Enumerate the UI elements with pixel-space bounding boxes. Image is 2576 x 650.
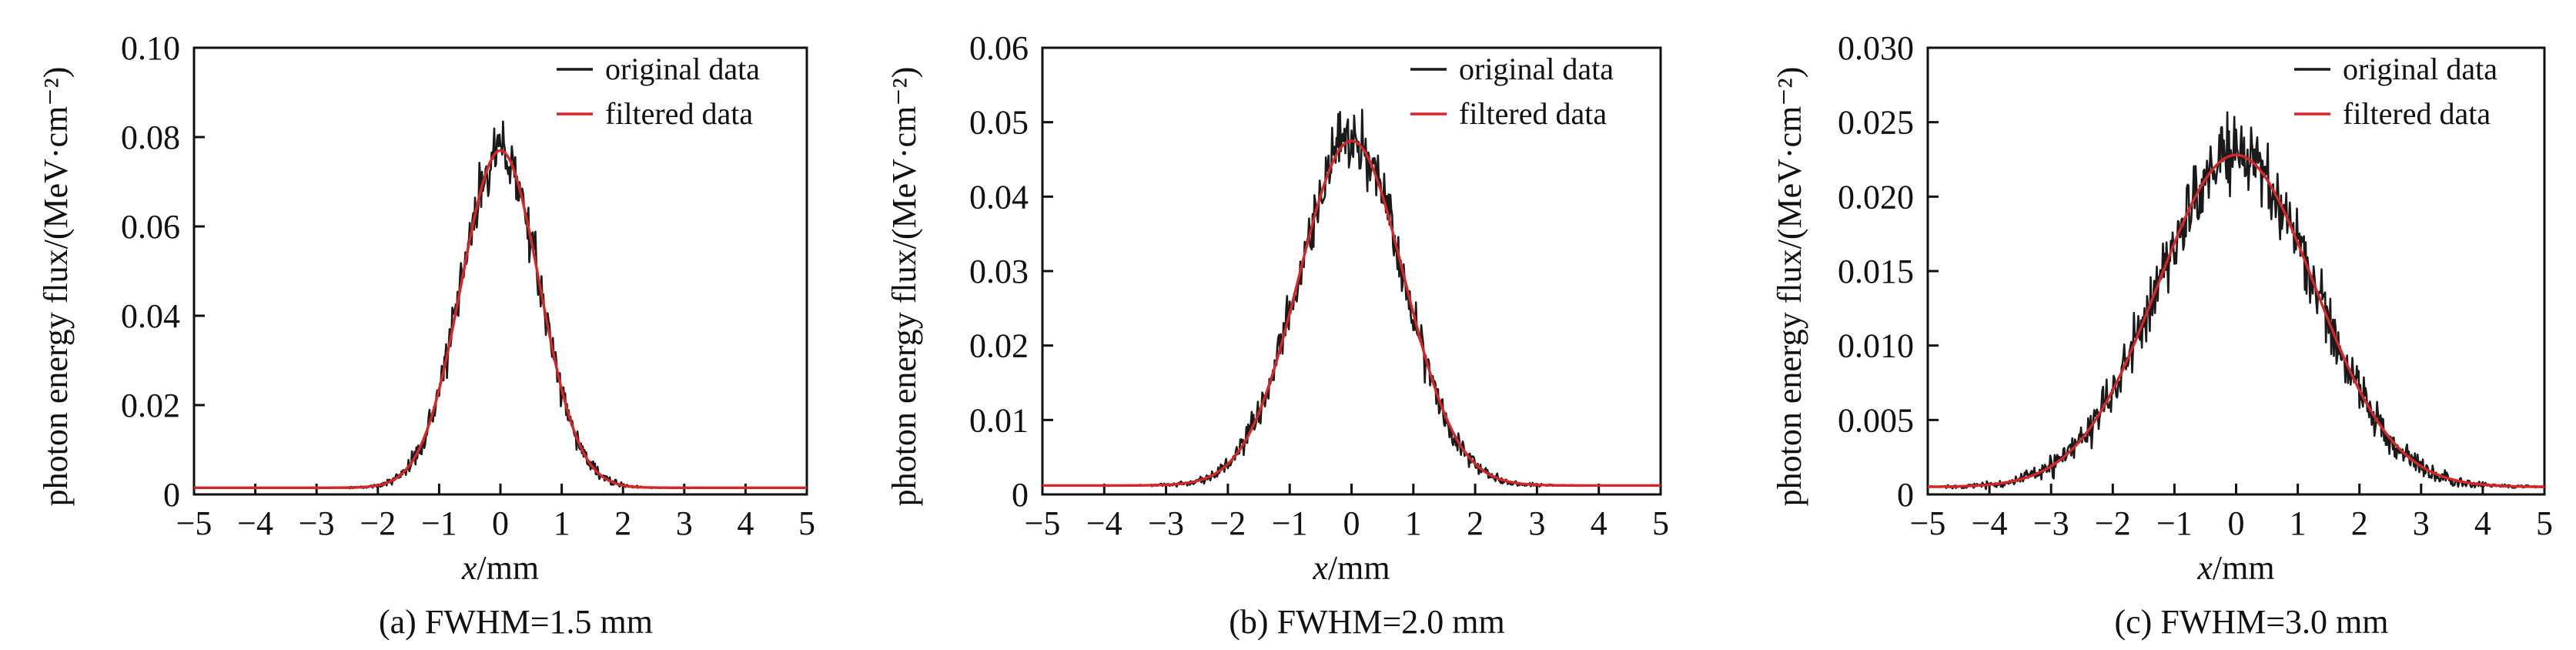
x-tick-label: 5 (1652, 504, 1669, 542)
y-tick-label: 0.06 (969, 29, 1029, 67)
legend-label: filtered data (2343, 96, 2491, 131)
y-tick-label: 0.02 (969, 327, 1029, 365)
series-line-filtered-data (1928, 153, 2544, 488)
x-axis-title: x/mm (461, 549, 539, 587)
y-tick-label: 0.01 (969, 401, 1029, 439)
x-tick-label: 4 (2474, 504, 2491, 542)
x-tick-label: 2 (614, 504, 631, 542)
legend-label: original data (605, 52, 760, 86)
y-tick-label: 0 (163, 476, 180, 514)
legend-label: filtered data (605, 96, 753, 131)
panel-caption: (a) FWHM=1.5 mm (379, 603, 653, 641)
chart-panel-2: −5 −4 −3 −2 −1 0 1 2 3 4 5 0 0.01 0.02 0.03 0.04 0.05 0.0… (885, 29, 1669, 641)
panel-caption: (c) FWHM=3.0 mm (2115, 603, 2389, 641)
y-tick-label: 0.03 (969, 253, 1029, 290)
y-axis-title: photon energy flux/(MeV·cm⁻²) (1771, 67, 1808, 507)
x-tick-label: −3 (2033, 504, 2069, 542)
x-tick-label: −4 (1972, 504, 2008, 542)
y-axis-title: photon energy flux/(MeV·cm⁻²) (37, 67, 75, 507)
legend-label: original data (2343, 52, 2497, 86)
panel-caption: (b) FWHM=2.0 mm (1229, 603, 1504, 641)
x-tick-label: 0 (1343, 504, 1360, 542)
x-tick-label: 1 (554, 504, 570, 542)
x-tick-label: −2 (2095, 504, 2131, 542)
chart-panel-3: −5 −4 −3 −2 −1 0 1 2 3 4 5 0 0.005 0.010 0.015 0.020 0.0… (1771, 29, 2553, 641)
y-tick-label: 0.015 (1838, 253, 1914, 290)
x-tick-label: −1 (421, 504, 457, 542)
y-tick-label: 0 (1897, 476, 1914, 514)
x-tick-label: 1 (2290, 504, 2307, 542)
y-tick-label: 0.06 (121, 208, 180, 246)
y-tick-label: 0.02 (121, 387, 180, 424)
y-tick-label: 0.04 (969, 178, 1029, 216)
legend-label: original data (1459, 52, 1614, 86)
y-axis-title: photon energy flux/(MeV·cm⁻²) (885, 67, 923, 507)
x-tick-label: 5 (798, 504, 815, 542)
x-tick-label: −5 (1910, 504, 1946, 542)
y-tick-label: 0.010 (1838, 327, 1914, 365)
y-tick-label: 0.08 (121, 119, 180, 156)
x-axis-title: x/mm (2196, 549, 2274, 587)
x-tick-label: −2 (360, 504, 396, 542)
x-tick-label: 2 (1467, 504, 1484, 542)
x-tick-label: 4 (737, 504, 754, 542)
x-tick-label: 3 (676, 504, 693, 542)
series-line-original-data (1927, 111, 2545, 491)
x-tick-label: 0 (2228, 504, 2245, 542)
y-tick-label: 0.04 (121, 297, 180, 335)
y-tick-label: 0.05 (969, 104, 1029, 142)
x-tick-label: −2 (1209, 504, 1246, 542)
x-tick-label: −1 (1272, 504, 1308, 542)
x-tick-label: 0 (492, 504, 509, 542)
series-line-filtered-data (1042, 139, 1661, 488)
x-tick-label: −5 (176, 504, 212, 542)
y-tick-label: 0.10 (121, 29, 180, 67)
y-tick-label: 0 (1012, 476, 1029, 514)
x-tick-label: −4 (1086, 504, 1122, 542)
y-tick-label: 0.030 (1838, 29, 1914, 67)
x-tick-label: −4 (237, 504, 273, 542)
series-line-original-data (193, 120, 808, 490)
x-tick-label: 2 (2351, 504, 2368, 542)
y-tick-label: 0.020 (1838, 178, 1914, 216)
x-tick-label: −5 (1025, 504, 1061, 542)
x-tick-label: −3 (299, 504, 335, 542)
x-tick-label: 1 (1405, 504, 1422, 542)
legend-label: filtered data (1459, 96, 1607, 131)
x-tick-label: −1 (2156, 504, 2193, 542)
series-line-filtered-data (194, 149, 807, 489)
x-tick-label: 5 (2536, 504, 2553, 542)
chart-panel-1: −5 −4 −3 −2 −1 0 1 2 3 4 5 0 0.02 0.04 0.06 0.08 0.10 ori… (37, 29, 815, 641)
x-tick-label: −3 (1148, 504, 1184, 542)
x-tick-label: 4 (1591, 504, 1607, 542)
y-tick-label: 0.005 (1838, 401, 1914, 439)
x-tick-label: 3 (1528, 504, 1545, 542)
y-tick-label: 0.025 (1838, 104, 1914, 142)
x-tick-label: 3 (2413, 504, 2430, 542)
series-line-original-data (1042, 109, 1661, 488)
x-axis-title: x/mm (1312, 549, 1390, 587)
